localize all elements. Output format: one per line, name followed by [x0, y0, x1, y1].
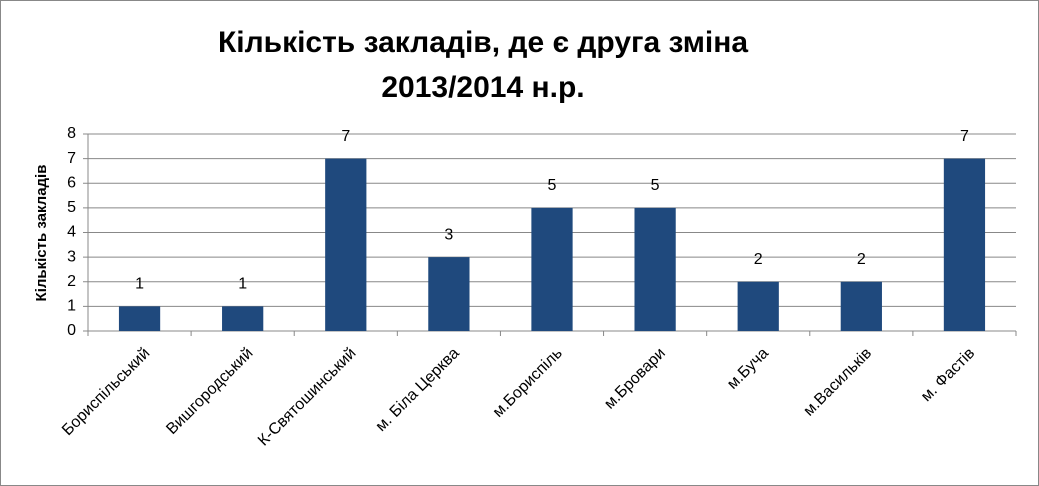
- data-label: 1: [238, 276, 247, 293]
- y-tick-label: 6: [67, 174, 76, 191]
- bar: [325, 158, 367, 331]
- y-tick-label: 3: [67, 248, 76, 265]
- data-label: 5: [651, 177, 660, 194]
- bar: [118, 306, 161, 331]
- y-tick-label: 5: [67, 199, 76, 216]
- bar: [634, 207, 676, 331]
- bar: [840, 281, 882, 331]
- data-label: 7: [960, 128, 969, 145]
- y-axis-label: Кількість закладів: [33, 165, 50, 302]
- bar: [531, 207, 573, 331]
- y-tick-label: 0: [67, 322, 76, 339]
- y-tick-label: 4: [67, 224, 76, 241]
- bar: [943, 158, 986, 331]
- data-label: 2: [754, 251, 763, 268]
- data-label: 5: [548, 177, 557, 194]
- chart-title: 2013/2014 н.р.: [381, 71, 584, 104]
- bar: [737, 281, 779, 331]
- y-tick-label: 1: [67, 298, 76, 315]
- bar: [428, 257, 470, 331]
- data-label: 3: [444, 226, 453, 243]
- y-tick-label: 2: [67, 273, 76, 290]
- data-label: 1: [135, 276, 144, 293]
- bar: [222, 306, 264, 331]
- data-label: 7: [341, 128, 350, 145]
- y-tick-label: 8: [67, 125, 76, 142]
- data-label: 2: [857, 251, 866, 268]
- chart-title: Кількість закладів, де є друга зміна: [218, 26, 748, 59]
- y-tick-label: 7: [67, 150, 76, 167]
